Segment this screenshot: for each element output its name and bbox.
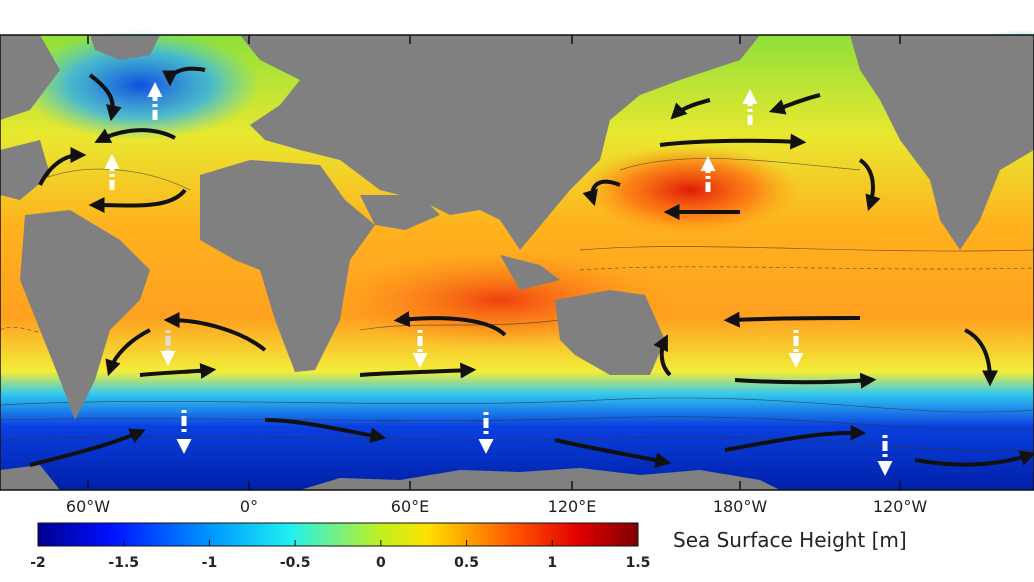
longitude-axis: 60°W 0° 60°E 120°E 180°W 120°W: [66, 35, 927, 516]
contours: [0, 158, 1034, 452]
colorbar-tick-label: 1: [547, 555, 557, 571]
colorbar-label: Sea Surface Height [m]: [673, 528, 907, 552]
colorbar-tick-label: 1.5: [626, 555, 651, 571]
longitude-label: 0°: [240, 497, 258, 516]
warm-anomaly: [580, 145, 800, 235]
colorbar: Sea Surface Height [m] -2 -1.5 -1 -0.5 0 0.5 1…: [30, 522, 907, 571]
map-frame: [0, 34, 1034, 491]
longitude-label: 60°W: [66, 497, 110, 516]
longitude-label: 180°W: [713, 497, 768, 516]
map-panel: [0, 30, 1034, 491]
cold-anomaly: [20, 30, 260, 140]
longitude-label: 60°E: [391, 497, 429, 516]
colorbar-tick-label: -0.5: [280, 555, 311, 571]
colorbar-tick-label: 0: [376, 555, 386, 571]
colorbar-tick-label: -2: [30, 555, 46, 571]
colorbar-tick-label: 0.5: [454, 555, 479, 571]
current-arrows: [29, 66, 1034, 468]
colorbar-tick-label: -1.5: [108, 555, 139, 571]
longitude-label: 120°E: [548, 497, 597, 516]
longitude-label: 120°W: [873, 497, 928, 516]
vertical-arrows: [104, 82, 893, 476]
land: [0, 35, 1034, 490]
colorbar-tick-label: -1: [202, 555, 218, 571]
colorbar-ramp: [37, 522, 639, 547]
